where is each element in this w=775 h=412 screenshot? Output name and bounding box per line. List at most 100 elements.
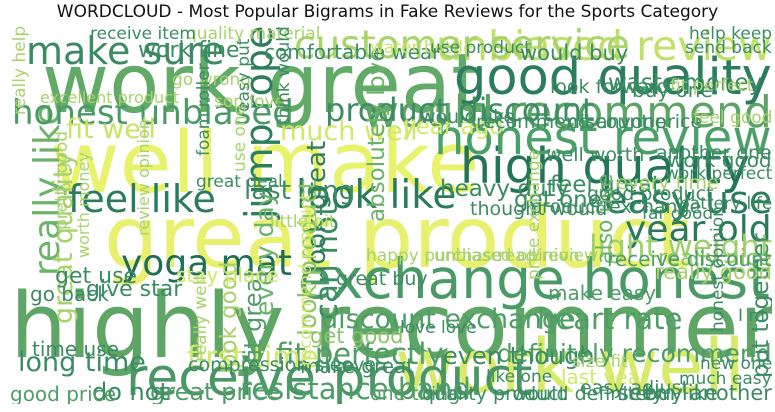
- word-waste-money: waste money: [608, 70, 763, 96]
- word-stay-place: stay place: [176, 263, 279, 287]
- word-easy-adjust: easy adjust: [580, 377, 689, 399]
- word-honest-opinion: honest opinion: [708, 206, 728, 332]
- word-fit-perfectly: fit perfectly: [276, 337, 444, 371]
- word-light-weight: light weight: [589, 229, 772, 265]
- word-make-great: make great: [300, 354, 415, 378]
- word-much-easy: much easy: [679, 369, 772, 389]
- word-discount-price: discount price: [568, 111, 703, 133]
- word-well-worth: well worth: [546, 144, 645, 166]
- word-work-fine: work fine: [138, 38, 240, 63]
- word-little-bit: little bit: [270, 212, 336, 232]
- word-get-good: get good: [310, 324, 404, 348]
- word-heavy-duty: heavy duty: [440, 176, 570, 202]
- word-unbiased-review: unbiased review: [436, 26, 772, 70]
- word-i-m: I m: [738, 306, 765, 326]
- word-unbiased-opinion: unbiased opinion: [434, 246, 580, 266]
- word-time-use: time use: [32, 337, 119, 361]
- word-would-like: would like: [420, 106, 516, 128]
- word-get-use: get use: [55, 264, 138, 289]
- word-think-would: think would: [274, 26, 294, 125]
- word-last-year: last year: [561, 365, 649, 389]
- word-good-quality: good quality: [454, 48, 772, 107]
- word-feel-good: feel good: [693, 108, 772, 128]
- word-look-forward: look forward: [550, 76, 669, 98]
- word-thought-would: thought would: [470, 198, 608, 220]
- word-great-deal: great deal: [196, 172, 283, 192]
- word-love-love: love love: [400, 318, 477, 338]
- word-would-definitely: would definitely: [512, 383, 664, 404]
- word-work-perfect: work perfect: [665, 164, 772, 184]
- word-well-make: well make: [50, 114, 480, 213]
- word-easy-put: easy put: [234, 38, 254, 112]
- word-highly-recommend: highly recommend: [10, 274, 772, 379]
- word-another-one: another one: [656, 142, 772, 164]
- word-product-exchange: product exchange: [530, 196, 702, 218]
- word-make-easy: make easy: [548, 281, 657, 305]
- word-honest-unbiased: honest unbiased: [12, 93, 294, 133]
- word-work-well: work well: [395, 324, 745, 404]
- word-look-like: look like: [296, 173, 457, 218]
- word-quality-material: quality material: [186, 26, 321, 44]
- word-happy-purchase: happy purchase: [366, 246, 503, 266]
- word-recommend-product: recommend product: [296, 193, 316, 366]
- word-great-product: great product: [104, 188, 690, 288]
- word-get-one: get one: [514, 187, 602, 213]
- word-feel-like: feel like: [68, 177, 216, 221]
- word-quality-product: quality product: [422, 383, 567, 404]
- word-price-exchange: price exchange: [524, 149, 544, 280]
- word-seem-like: seem like: [618, 381, 718, 404]
- word-would-recommend: would recommend: [363, 87, 772, 138]
- word-make-sure: make sure: [26, 29, 225, 73]
- chart-title: WORDCLOUD - Most Popular Bigrams in Fake…: [56, 2, 719, 22]
- word-product-discount: product discount: [325, 91, 595, 129]
- word-send-back: send back: [685, 38, 772, 58]
- word-water-bottle: water bottle: [370, 38, 474, 58]
- word-high-quality: high quality: [460, 138, 751, 195]
- word-feel-great: feel great: [550, 172, 661, 198]
- word-receive-product: receive product: [126, 348, 533, 404]
- word-receive-discount: receive discount: [607, 247, 772, 271]
- word-absolutely-love: absolutely love: [364, 47, 390, 222]
- word-year-ago: year ago: [402, 114, 504, 140]
- word-receive-item: receive item: [90, 26, 196, 44]
- word-heart-rate: heart rate: [537, 302, 683, 336]
- word-great-price: great price: [150, 378, 281, 404]
- word-one-thing: one thing: [370, 383, 461, 404]
- word-do-not: do not: [92, 378, 169, 404]
- word-use-product: use product: [430, 38, 531, 58]
- word-really-help: really help: [10, 26, 30, 115]
- word-recommend-anyone: recommend anyone: [476, 111, 667, 133]
- word-new-one: new one: [700, 354, 772, 374]
- word-excellent-product: excellent product: [40, 88, 180, 107]
- word-like-one: like one: [486, 367, 553, 387]
- word-review-opinion: review opinion: [134, 119, 153, 236]
- word-good-price: good price: [10, 382, 116, 404]
- word-honest-review: honest review: [434, 110, 772, 166]
- word-go-back: go back: [30, 282, 109, 306]
- word-much-well: much well: [280, 116, 418, 147]
- word-buy-one: buy one: [632, 78, 713, 102]
- word-fit-perfect: fit perfect: [670, 76, 754, 96]
- word-last-long: last long: [244, 176, 356, 206]
- word-exchange-honest: exchange honest: [298, 247, 770, 311]
- wordcloud-canvas: highly recommend great product well make wo…: [10, 26, 772, 404]
- word-worth-money: worth money: [74, 152, 93, 258]
- word-every-time: every time: [616, 172, 719, 194]
- word-comfortable-wear: comfortable wear: [264, 40, 441, 64]
- word-would-buy: would buy: [520, 41, 629, 65]
- word-son-love: son love: [214, 92, 286, 112]
- word-foam-roller: foam roller: [194, 63, 214, 156]
- word-definitely-recommend: definitely recommend: [497, 339, 772, 368]
- word-even-though: even though: [443, 342, 595, 370]
- word-buy-another: buy another: [644, 381, 772, 404]
- word-use-one: use one: [230, 104, 250, 172]
- word-compression-sleeve: compression sleeve: [188, 354, 376, 376]
- word-customer-service: customer service: [294, 26, 630, 68]
- word-size-fit: size fit: [572, 352, 628, 372]
- word-good-product: good product: [587, 183, 714, 205]
- word-really-good: really good: [655, 260, 772, 284]
- word-work-great: work great: [42, 37, 484, 132]
- word-work-good: work good: [667, 148, 772, 172]
- word-year-old: year old: [625, 209, 772, 250]
- word-yoga-mat: yoga mat: [121, 243, 292, 284]
